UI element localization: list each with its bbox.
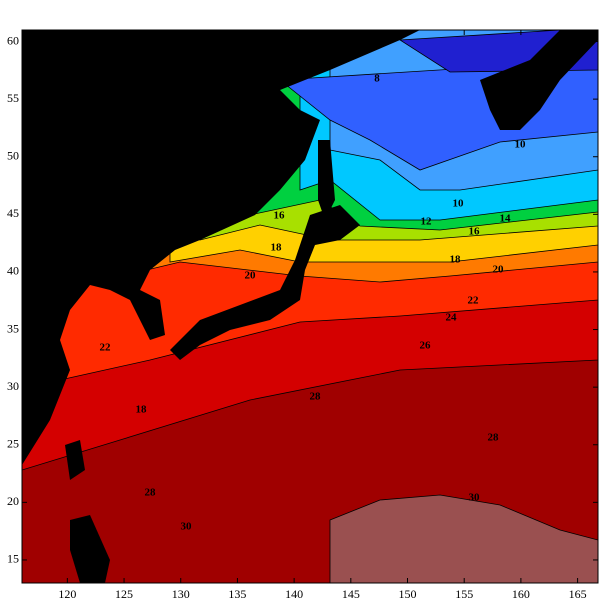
x-tick-label: 135 <box>228 587 246 601</box>
contour-label: 26 <box>420 340 432 352</box>
contour-label: 30 <box>469 492 481 504</box>
contour-label: 16 <box>274 210 286 222</box>
sakhalin <box>318 140 335 220</box>
contour-label: 30 <box>181 521 193 533</box>
y-tick-label: 35 <box>7 321 19 335</box>
contour-label: 18 <box>136 404 148 416</box>
contour-label: 28 <box>145 487 157 499</box>
contour-label: 10 <box>515 139 527 151</box>
y-tick-label: 60 <box>7 33 19 47</box>
contour-label: 28 <box>488 432 500 444</box>
frame <box>21 29 599 584</box>
x-tick-label: 130 <box>172 587 190 601</box>
band <box>329 494 598 583</box>
contour-label: 18 <box>271 242 283 254</box>
x-tick-label: 165 <box>569 587 587 601</box>
contour-label: 20 <box>245 270 257 282</box>
y-tick-label: 15 <box>7 552 19 566</box>
kamchatka <box>480 30 598 130</box>
x-tick-label: 155 <box>455 587 473 601</box>
y-tick-label: 45 <box>7 206 19 220</box>
y-tick-label: 55 <box>7 91 19 105</box>
contour-label: 14 <box>500 213 512 225</box>
contour-label: 20 <box>493 264 505 276</box>
y-tick-label: 20 <box>7 494 19 508</box>
contour-label: 10 <box>453 198 465 210</box>
contour-label: 12 <box>421 216 433 228</box>
continent <box>22 30 420 465</box>
contour-label: 16 <box>469 226 481 238</box>
land <box>22 30 598 583</box>
contour-label: 28 <box>310 391 322 403</box>
x-tick-label: 160 <box>512 587 530 601</box>
y-tick-label: 50 <box>7 148 19 162</box>
x-tick-label: 150 <box>399 587 417 601</box>
contour-label: 18 <box>450 254 462 266</box>
contour-label: 22 <box>100 342 112 354</box>
x-tick-label: 125 <box>115 587 133 601</box>
contour-label: 8 <box>374 73 380 85</box>
contour-label: 22 <box>468 295 480 307</box>
x-tick-label: 145 <box>342 587 360 601</box>
y-tick-label: 30 <box>7 379 19 393</box>
japan <box>170 205 360 360</box>
y-tick-label: 40 <box>7 264 19 278</box>
taiwan <box>65 440 85 480</box>
contour-label: 24 <box>446 312 458 324</box>
y-tick-label: 25 <box>7 437 19 451</box>
philippines <box>70 515 110 583</box>
field <box>22 30 598 583</box>
x-tick-label: 140 <box>285 587 303 601</box>
x-tick-label: 120 <box>58 587 76 601</box>
